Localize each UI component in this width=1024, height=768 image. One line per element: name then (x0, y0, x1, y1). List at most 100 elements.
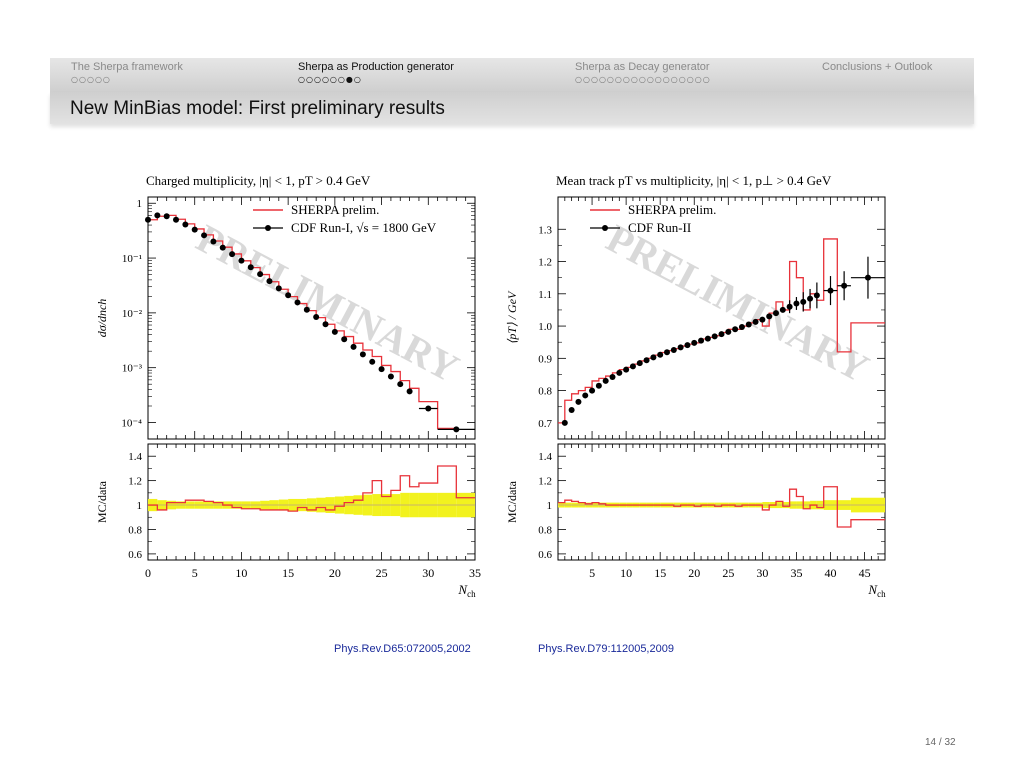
data-point (779, 306, 786, 313)
data-point (704, 335, 711, 342)
data-point (636, 360, 643, 367)
data-point (595, 382, 602, 389)
ratio-y-tick-label: 1.4 (538, 451, 552, 463)
data-point (670, 346, 677, 353)
data-point (154, 212, 161, 219)
data-point (732, 326, 739, 333)
data-point (807, 295, 814, 302)
y-axis-label: ⟨pT⟩ / GeV (505, 290, 519, 344)
data-point (285, 292, 292, 299)
x-tick-label: 20 (329, 566, 341, 580)
x-tick-label: 30 (756, 566, 768, 580)
ratio-y-tick-label: 0.8 (128, 524, 142, 536)
y-tick-label: 0.9 (538, 353, 552, 365)
data-point (766, 313, 773, 320)
data-point (575, 398, 582, 405)
data-point (303, 306, 310, 313)
x-tick-label: 0 (145, 566, 151, 580)
data-point (145, 216, 151, 223)
data-point (163, 213, 170, 220)
data-point (745, 321, 752, 328)
data-point (561, 419, 568, 426)
data-point (698, 337, 705, 344)
nav-item-decay-generator[interactable]: Sherpa as Decay generator (575, 61, 710, 73)
x-axis-label-subscript: ch (877, 589, 886, 599)
ratio-y-tick-label: 0.6 (128, 549, 142, 561)
reference-link-2[interactable]: Phys.Rev.D79:112005,2009 (538, 643, 674, 655)
legend-data-label: CDF Run-I, √s = 1800 GeV (291, 220, 437, 235)
y-tick-label: 10⁻⁴ (121, 417, 142, 429)
x-tick-label: 25 (722, 566, 734, 580)
ratio-mc-step-line (558, 486, 885, 528)
x-tick-label: 10 (235, 566, 247, 580)
data-point (864, 274, 871, 281)
nav-dots-sherpa-framework[interactable]: ○○○○○ (71, 75, 111, 84)
ratio-y-tick-label: 0.8 (538, 524, 552, 536)
nav-item-sherpa-framework[interactable]: The Sherpa framework (71, 61, 183, 73)
data-point (387, 373, 394, 380)
data-point (331, 328, 338, 335)
data-point (841, 282, 848, 289)
chart-charged-multiplicity: Charged multiplicity, |η| < 1, pT > 0.4 … (90, 165, 490, 615)
y-tick-label: 0.8 (538, 386, 552, 398)
legend-data-label: CDF Run-II (628, 220, 691, 235)
data-point (629, 363, 636, 370)
x-tick-label: 30 (422, 566, 434, 580)
data-point (691, 339, 698, 346)
data-point (229, 251, 236, 258)
nav-item-production-generator[interactable]: Sherpa as Production generator (298, 61, 454, 73)
data-point (201, 232, 208, 239)
nav-dots-decay-generator[interactable]: ○○○○○○○○○○○○○○○○○ (575, 75, 711, 84)
data-point (238, 257, 245, 264)
data-point (453, 426, 460, 433)
reference-link-1[interactable]: Phys.Rev.D65:072005,2002 (334, 643, 471, 655)
data-point (582, 392, 589, 399)
data-point (219, 244, 226, 251)
data-point (341, 336, 348, 343)
data-point (425, 405, 432, 412)
ratio-y-tick-label: 1 (137, 500, 143, 512)
data-point (616, 369, 623, 376)
data-point (350, 343, 357, 350)
nav-dots-production-generator[interactable]: ○○○○○○●○ (298, 75, 362, 84)
x-tick-label: 10 (620, 566, 632, 580)
x-tick-label: 20 (688, 566, 700, 580)
x-tick-label: 45 (859, 566, 871, 580)
chart-mean-pt: Mean track pT vs multiplicity, |η| < 1, … (500, 165, 900, 615)
legend-sherpa-label: SHERPA prelim. (291, 202, 379, 217)
data-point (210, 238, 217, 245)
data-point (378, 366, 385, 373)
legend-sherpa-label: SHERPA prelim. (628, 202, 716, 217)
data-point (182, 221, 189, 228)
data-point (406, 388, 413, 395)
data-point (664, 349, 670, 356)
ratio-y-tick-label: 1.2 (128, 476, 142, 488)
frame-title-bar: New MinBias model: First preliminary res… (50, 92, 974, 124)
y-tick-label: 0.7 (538, 418, 552, 430)
x-axis-label: Nch (457, 582, 476, 599)
y-tick-label: 1 (137, 198, 143, 210)
x-tick-label: 40 (825, 566, 837, 580)
data-point (359, 351, 366, 358)
data-point (786, 303, 793, 310)
data-point (827, 287, 834, 294)
nav-item-conclusions[interactable]: Conclusions + Outlook (822, 61, 933, 73)
ratio-y-axis-label: MC/data (505, 480, 519, 523)
data-point (313, 314, 320, 321)
data-point (589, 387, 596, 394)
section-navigation: The Sherpa framework ○○○○○ Sherpa as Pro… (50, 58, 974, 92)
x-tick-label: 35 (469, 566, 481, 580)
data-point (173, 216, 180, 223)
x-tick-label: 15 (654, 566, 666, 580)
data-point (684, 342, 691, 349)
x-tick-label: 25 (376, 566, 388, 580)
y-tick-label: 1.1 (538, 289, 552, 301)
x-tick-label: 35 (790, 566, 802, 580)
y-tick-label: 10⁻³ (122, 363, 143, 375)
legend-data-marker (265, 225, 271, 231)
data-point (397, 381, 404, 388)
data-point (623, 366, 630, 373)
data-point (369, 358, 376, 365)
data-point (643, 357, 650, 364)
x-tick-label: 15 (282, 566, 294, 580)
